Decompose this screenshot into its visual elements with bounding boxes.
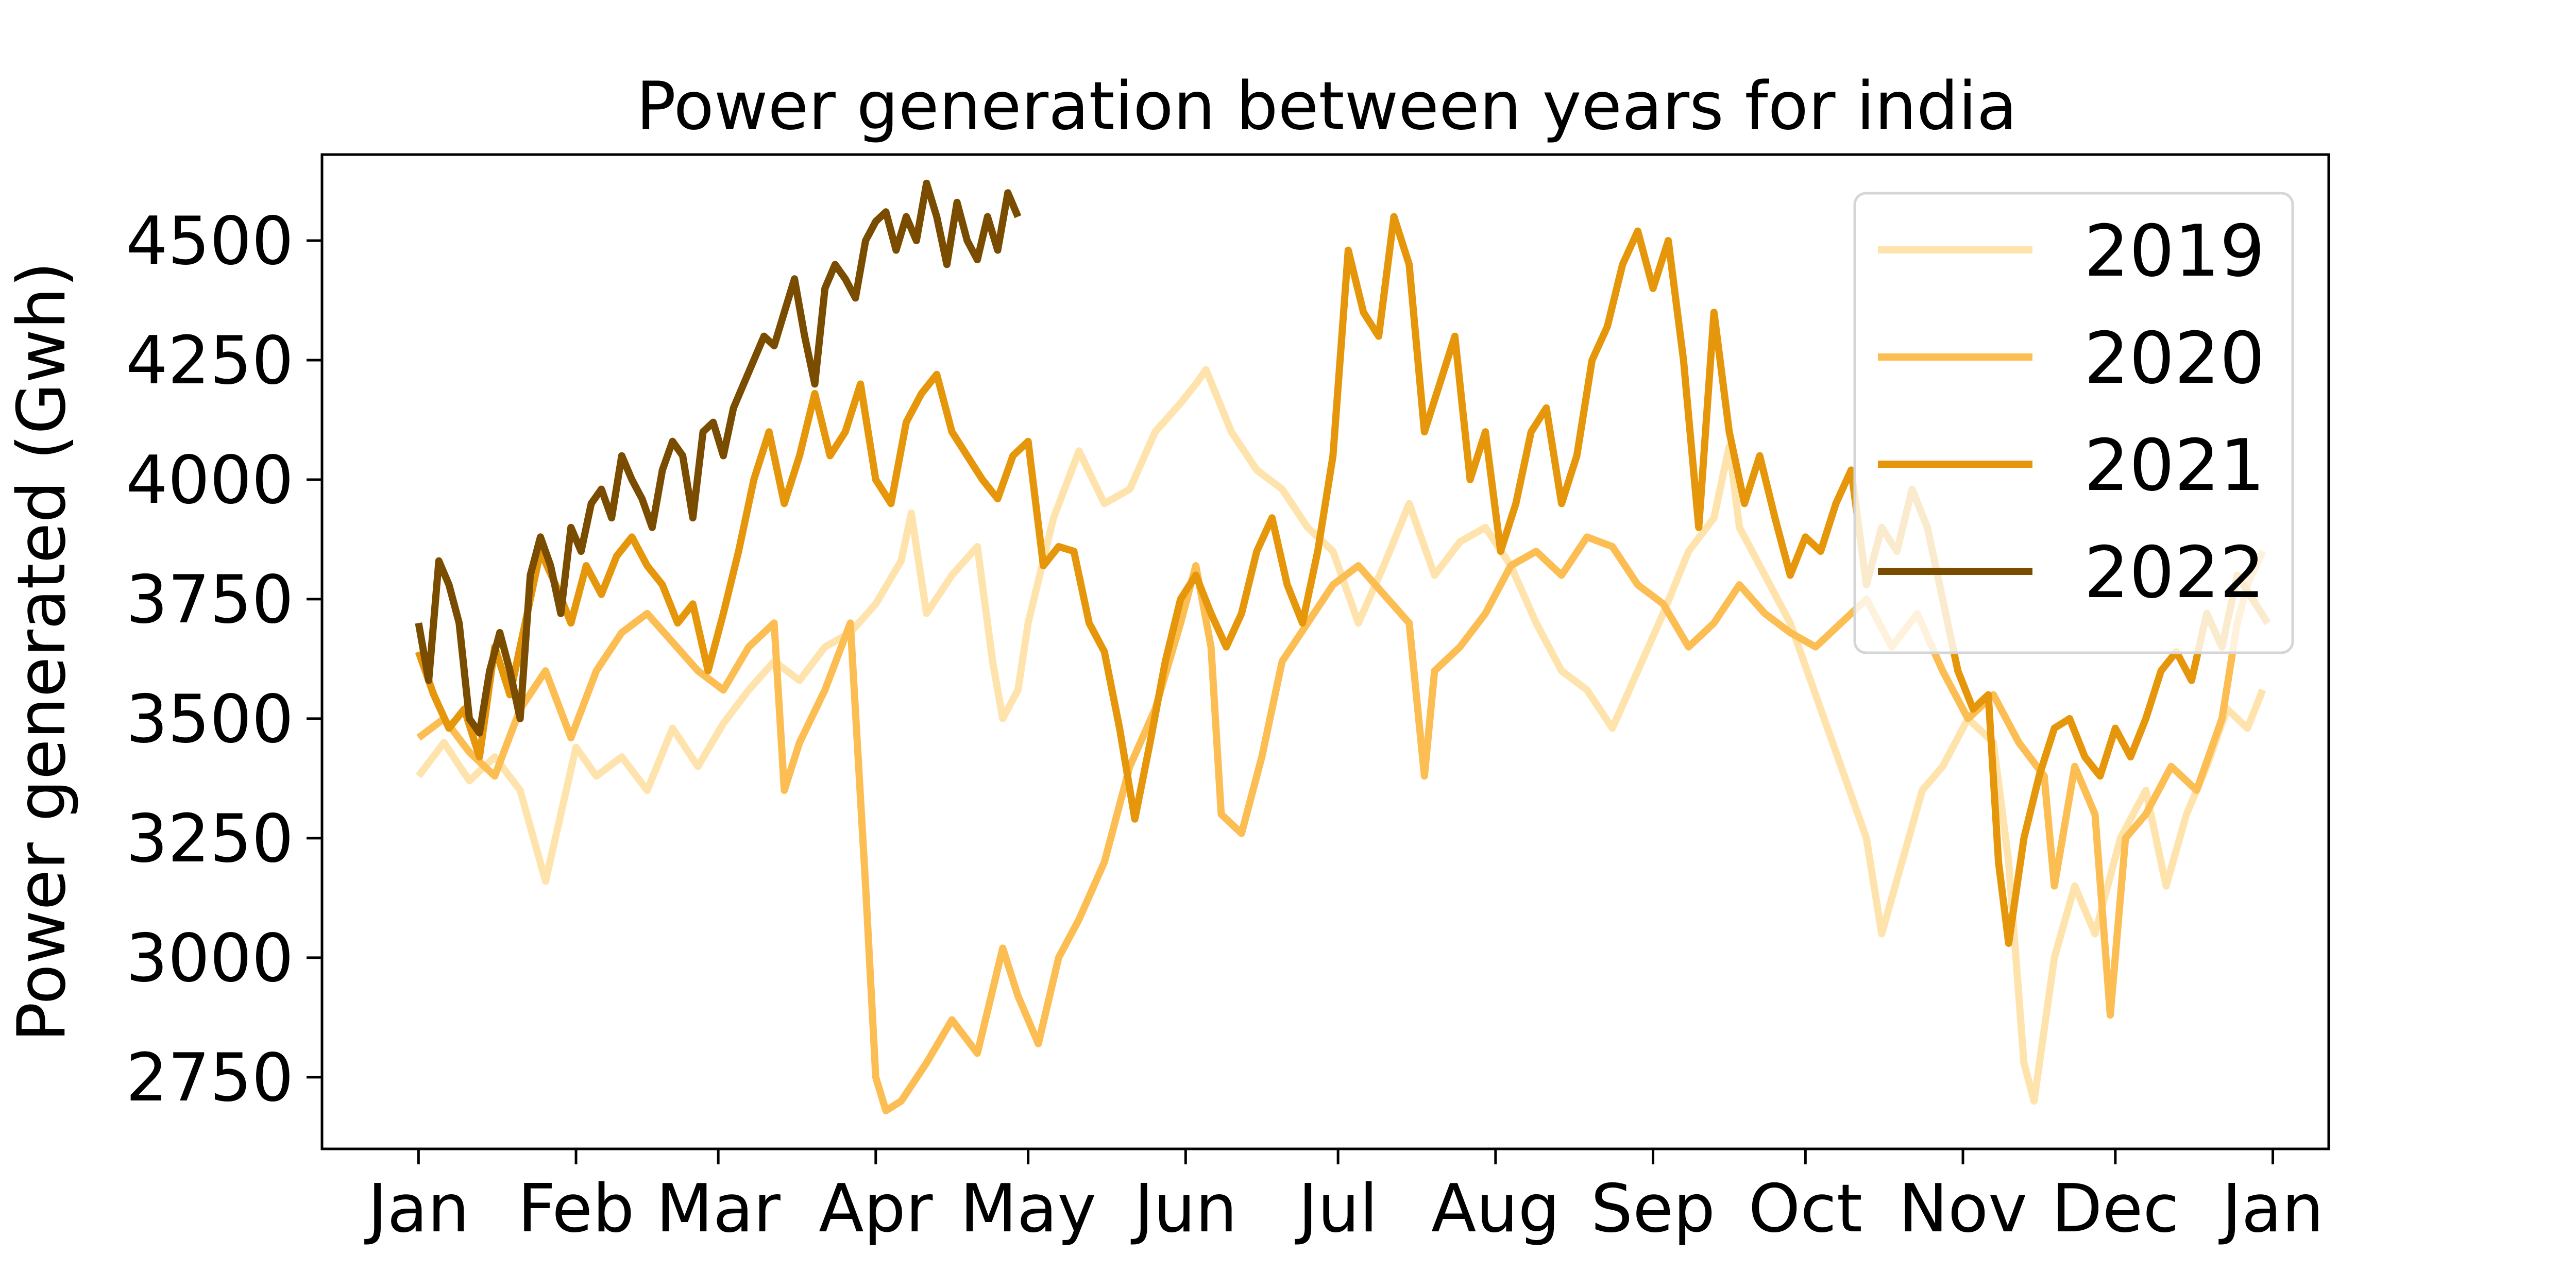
chart-title: Power generation between years for india <box>636 68 2017 145</box>
x-tick-label: Dec <box>2052 1171 2179 1247</box>
y-tick-label: 4500 <box>126 203 294 280</box>
y-axis-label: Power generated (Gwh) <box>4 262 80 1042</box>
x-tick-label: May <box>960 1171 1096 1247</box>
legend-label-2020: 2020 <box>2084 317 2265 400</box>
series-line-2022 <box>415 179 1022 737</box>
x-tick-label: Nov <box>1899 1171 2027 1247</box>
x-tick-label: Sep <box>1591 1171 1715 1247</box>
series-line-2021 <box>415 213 2271 947</box>
x-tick-label: Jun <box>1130 1171 1237 1247</box>
y-tick-label: 4250 <box>126 323 294 399</box>
x-tick-label: Oct <box>1749 1171 1862 1247</box>
x-tick-label: Aug <box>1431 1171 1560 1247</box>
x-tick-label: Jul <box>1295 1171 1378 1247</box>
x-axis: Jan Feb Mar Apr May Jun Jul Aug Sep Oct Nov Dec Jan <box>364 1149 2324 1247</box>
y-axis: 2750 3000 3250 3500 3750 4000 4250 4500 <box>126 203 322 1116</box>
series-layer <box>415 179 2271 1114</box>
x-tick-label: Feb <box>518 1171 635 1247</box>
y-tick-label: 3250 <box>126 801 294 877</box>
x-tick-label: Mar <box>656 1171 781 1247</box>
legend: 2019 2020 2021 2022 <box>1853 192 2294 654</box>
legend-label-2022: 2022 <box>2084 531 2265 614</box>
x-tick-label: Jan <box>364 1171 469 1247</box>
series-line-2020 <box>416 533 2266 1114</box>
y-tick-label: 4000 <box>126 442 294 519</box>
y-tick-label: 3750 <box>126 562 294 638</box>
legend-label-2021: 2021 <box>2084 424 2265 507</box>
plot-frame <box>320 153 2330 1150</box>
x-tick-label: Jan <box>2218 1171 2324 1247</box>
y-tick-label: 3000 <box>126 920 294 997</box>
legend-label-2019: 2019 <box>2084 210 2265 293</box>
y-tick-label: 2750 <box>126 1040 294 1116</box>
x-tick-label: Apr <box>819 1171 933 1247</box>
legend-box <box>1853 192 2294 654</box>
y-tick-label: 3500 <box>126 681 294 758</box>
